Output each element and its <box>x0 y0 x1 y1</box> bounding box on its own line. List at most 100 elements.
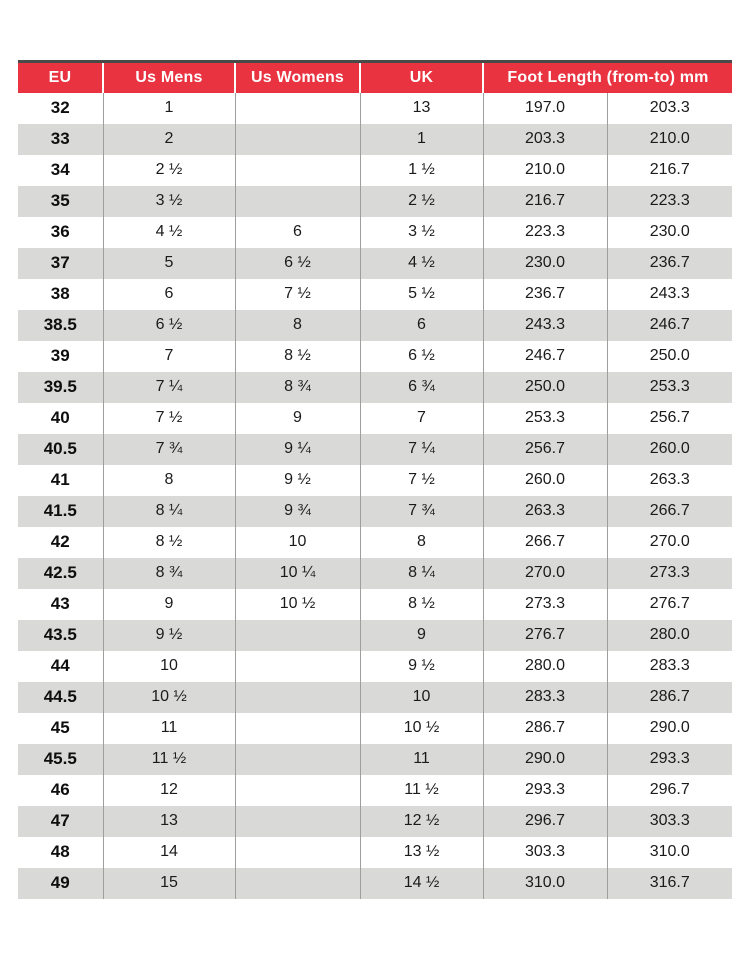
foot-length-to-cell: 236.7 <box>606 247 733 279</box>
foot-length-from-cell: 256.7 <box>482 433 607 465</box>
table-row: 40 7 ½ 9 7 253.3 256.7 <box>18 402 733 434</box>
us-womens-cell <box>234 681 360 713</box>
eu-size-cell: 46 <box>50 780 70 799</box>
foot-length-from-cell: 273.3 <box>482 588 607 620</box>
uk-size-cell: 7 ¾ <box>359 495 483 527</box>
foot-length-to-cell: 203.3 <box>606 92 733 124</box>
us-womens-cell <box>234 619 360 651</box>
uk-size-cell: 3 ½ <box>359 216 483 248</box>
eu-size-cell: 43 <box>50 594 70 613</box>
uk-size-cell: 9 ½ <box>359 650 483 682</box>
uk-size-cell: 6 ½ <box>359 340 483 372</box>
eu-size-cell: 43.5 <box>43 625 77 644</box>
uk-size-cell: 11 ½ <box>359 774 483 806</box>
uk-size-cell: 6 <box>359 309 483 341</box>
eu-size-cell: 33 <box>50 129 70 148</box>
foot-length-from-cell: 253.3 <box>482 402 607 434</box>
us-mens-cell: 2 <box>102 123 235 155</box>
foot-length-to-cell: 210.0 <box>606 123 733 155</box>
us-womens-cell: 9 ¼ <box>234 433 360 465</box>
eu-size-cell: 34 <box>50 160 70 179</box>
foot-length-to-cell: 216.7 <box>606 154 733 186</box>
uk-size-cell: 10 ½ <box>359 712 483 744</box>
column-header-us-mens: Us Mens <box>102 61 235 93</box>
us-womens-cell <box>234 92 360 124</box>
foot-length-from-cell: 263.3 <box>482 495 607 527</box>
foot-length-to-cell: 290.0 <box>606 712 733 744</box>
us-mens-cell: 11 <box>102 712 235 744</box>
eu-size-cell: 49 <box>50 873 70 892</box>
foot-length-to-cell: 283.3 <box>606 650 733 682</box>
foot-length-to-cell: 276.7 <box>606 588 733 620</box>
eu-size-cell: 38.5 <box>43 315 77 334</box>
foot-length-from-cell: 203.3 <box>482 123 607 155</box>
foot-length-from-cell: 266.7 <box>482 526 607 558</box>
us-womens-cell <box>234 650 360 682</box>
foot-length-from-cell: 310.0 <box>482 867 607 899</box>
eu-size-cell: 39.5 <box>43 377 77 396</box>
us-mens-cell: 13 <box>102 805 235 837</box>
foot-length-from-cell: 216.7 <box>482 185 607 217</box>
foot-length-from-cell: 210.0 <box>482 154 607 186</box>
eu-size-cell: 45 <box>50 718 70 737</box>
uk-size-cell: 8 ½ <box>359 588 483 620</box>
foot-length-from-cell: 243.3 <box>482 309 607 341</box>
us-mens-cell: 6 ½ <box>102 309 235 341</box>
table-row: 47 13 12 ½ 296.7 303.3 <box>18 805 733 837</box>
uk-size-cell: 2 ½ <box>359 185 483 217</box>
us-womens-cell <box>234 774 360 806</box>
eu-size-cell: 44.5 <box>43 687 77 706</box>
foot-length-from-cell: 296.7 <box>482 805 607 837</box>
us-womens-cell: 9 <box>234 402 360 434</box>
foot-length-to-cell: 263.3 <box>606 464 733 496</box>
table-row: 38.5 6 ½ 8 6 243.3 246.7 <box>18 309 733 341</box>
eu-size-cell: 40.5 <box>43 439 77 458</box>
us-mens-cell: 9 ½ <box>102 619 235 651</box>
us-mens-cell: 7 ¼ <box>102 371 235 403</box>
foot-length-from-cell: 230.0 <box>482 247 607 279</box>
eu-size-cell: 38 <box>50 284 70 303</box>
table-row: 43.5 9 ½ 9 276.7 280.0 <box>18 619 733 651</box>
us-womens-cell: 9 ¾ <box>234 495 360 527</box>
uk-size-cell: 8 ¼ <box>359 557 483 589</box>
table-row: 44.5 10 ½ 10 283.3 286.7 <box>18 681 733 713</box>
us-mens-cell: 14 <box>102 836 235 868</box>
table-row: 35 3 ½ 2 ½ 216.7 223.3 <box>18 185 733 217</box>
uk-size-cell: 1 ½ <box>359 154 483 186</box>
table-header: EU Us Mens Us Womens UK Foot Length (fro… <box>18 61 733 93</box>
foot-length-from-cell: 250.0 <box>482 371 607 403</box>
foot-length-to-cell: 286.7 <box>606 681 733 713</box>
us-womens-cell: 7 ½ <box>234 278 360 310</box>
foot-length-to-cell: 230.0 <box>606 216 733 248</box>
foot-length-to-cell: 270.0 <box>606 526 733 558</box>
us-mens-cell: 8 ¾ <box>102 557 235 589</box>
uk-size-cell: 1 <box>359 123 483 155</box>
foot-length-to-cell: 266.7 <box>606 495 733 527</box>
us-mens-cell: 8 <box>102 464 235 496</box>
us-mens-cell: 7 <box>102 340 235 372</box>
us-womens-cell: 8 ½ <box>234 340 360 372</box>
foot-length-from-cell: 197.0 <box>482 92 607 124</box>
us-womens-cell <box>234 712 360 744</box>
uk-size-cell: 13 <box>359 92 483 124</box>
uk-size-cell: 13 ½ <box>359 836 483 868</box>
eu-size-cell: 41 <box>50 470 70 489</box>
us-mens-cell: 1 <box>102 92 235 124</box>
us-womens-cell <box>234 805 360 837</box>
foot-length-to-cell: 246.7 <box>606 309 733 341</box>
us-mens-cell: 4 ½ <box>102 216 235 248</box>
eu-size-cell: 39 <box>50 346 70 365</box>
table-row: 34 2 ½ 1 ½ 210.0 216.7 <box>18 154 733 186</box>
table-row: 45 11 10 ½ 286.7 290.0 <box>18 712 733 744</box>
us-womens-cell <box>234 836 360 868</box>
foot-length-to-cell: 316.7 <box>606 867 733 899</box>
table-row: 48 14 13 ½ 303.3 310.0 <box>18 836 733 868</box>
us-womens-cell: 10 <box>234 526 360 558</box>
